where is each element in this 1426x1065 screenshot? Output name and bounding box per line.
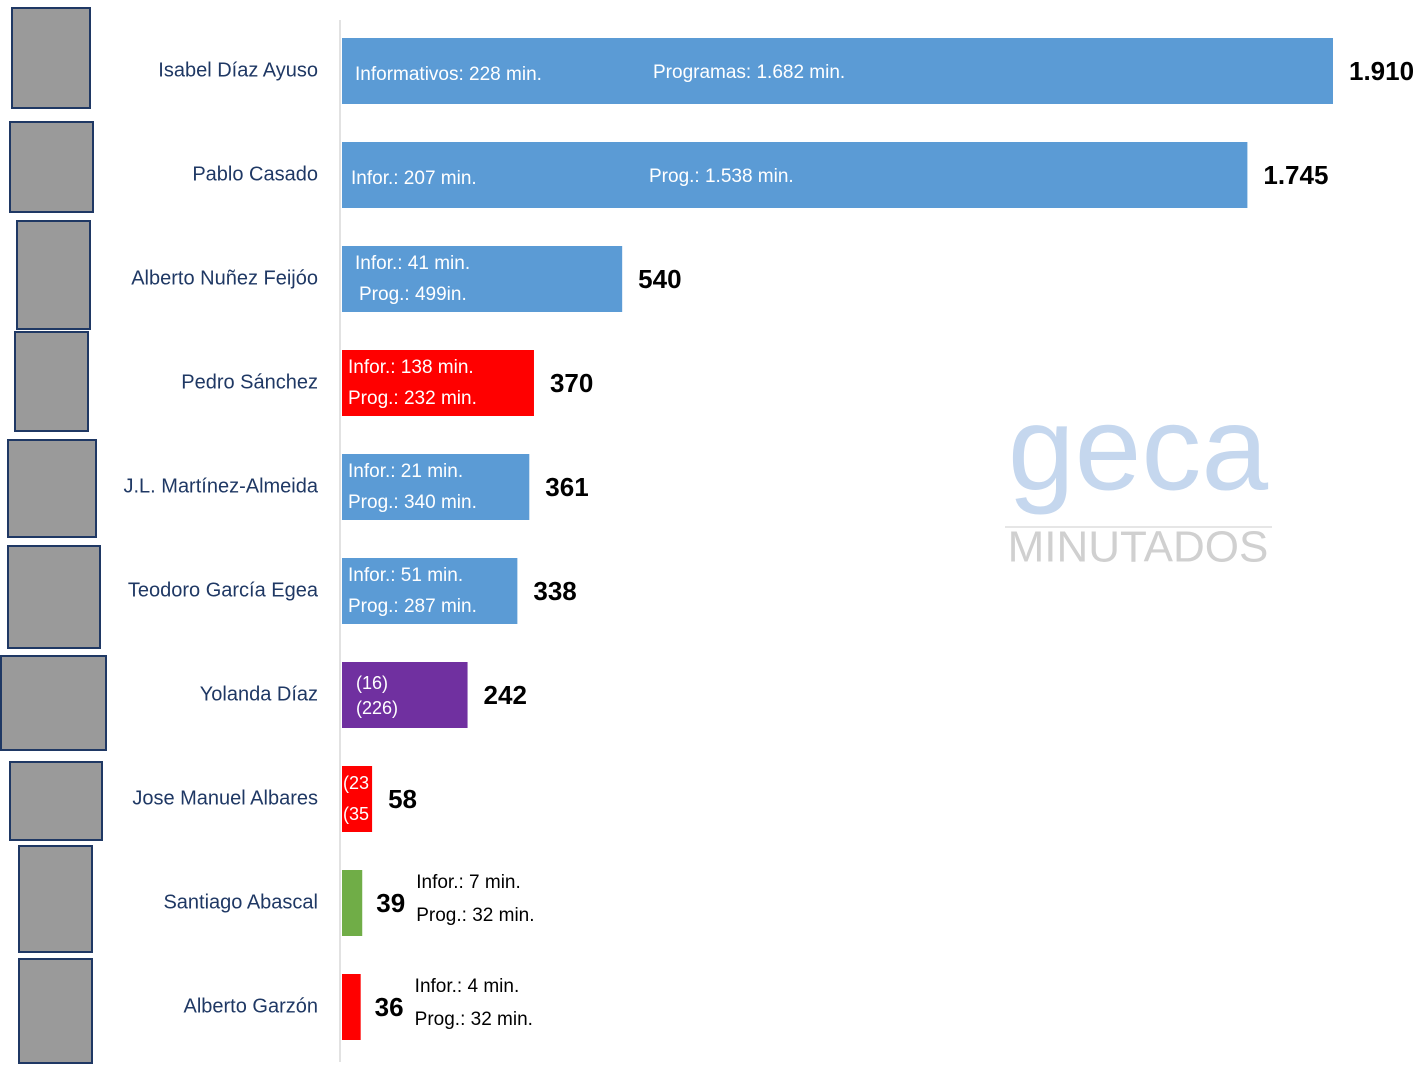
category-label: Alberto Nuñez Feijóo <box>131 267 318 289</box>
category-label: Pablo Casado <box>192 163 318 185</box>
photo <box>8 546 100 648</box>
segment-label: Prog.: 32 min. <box>416 905 534 926</box>
segment-label: (23 <box>343 773 369 793</box>
value-label: 1.745 <box>1263 160 1328 190</box>
segment-label: Infor.: 51 min. <box>348 565 463 586</box>
segment-label: Infor.: 4 min. <box>415 976 520 997</box>
segment-label: Infor.: 138 min. <box>348 357 474 378</box>
segment-label: (226) <box>356 698 398 718</box>
value-label: 370 <box>550 368 593 398</box>
bar <box>342 870 362 936</box>
photo <box>17 221 90 329</box>
value-label: 361 <box>545 472 588 502</box>
photo <box>19 846 92 952</box>
category-label: Pedro Sánchez <box>181 371 318 393</box>
watermark-text: MINUTADOS <box>1008 523 1269 572</box>
segment-label: Prog.: 499in. <box>359 284 467 305</box>
photo <box>10 122 93 212</box>
category-label: Yolanda Díaz <box>200 683 318 705</box>
category-label: Jose Manuel Albares <box>132 787 318 809</box>
bar <box>342 142 1247 208</box>
value-label: 242 <box>484 680 527 710</box>
segment-label: Infor.: 41 min. <box>355 253 470 274</box>
photos <box>1 8 106 1063</box>
category-label: J.L. Martínez-Almeida <box>123 475 318 497</box>
segment-label: Prog.: 232 min. <box>348 388 477 409</box>
photo <box>8 440 96 537</box>
segment-label: Prog.: 340 min. <box>348 492 477 513</box>
value-label: 1.910 <box>1349 56 1414 86</box>
bar <box>342 974 361 1040</box>
chart: geca MINUTADOS Isabel Díaz Ayuso 1.910 Inf… <box>0 0 1426 1065</box>
segment-label: Infor.: 207 min. <box>351 168 477 189</box>
photo <box>15 332 88 431</box>
segment-label: Prog.: 287 min. <box>348 596 477 617</box>
value-label: 58 <box>388 784 417 814</box>
category-label: Teodoro García Egea <box>128 579 319 601</box>
category-label: Isabel Díaz Ayuso <box>158 59 318 81</box>
value-label: 338 <box>533 576 576 606</box>
segment-label: Informativos: 228 min. <box>355 64 542 85</box>
photo <box>12 8 90 108</box>
value-label: 540 <box>638 264 681 294</box>
segment-label: Prog.: 32 min. <box>415 1009 533 1030</box>
photo <box>19 959 92 1063</box>
segment-label: Programas: 1.682 min. <box>653 62 845 83</box>
value-label: 36 <box>375 992 404 1022</box>
segment-label: (35 <box>343 804 369 824</box>
watermark-logo: geca <box>1008 382 1268 516</box>
category-label: Santiago Abascal <box>163 891 318 913</box>
segment-label: Prog.: 1.538 min. <box>649 166 794 187</box>
value-label: 39 <box>376 888 405 918</box>
photo <box>1 656 106 750</box>
photo <box>10 762 102 840</box>
segment-label: (16) <box>356 673 388 693</box>
category-label: Alberto Garzón <box>183 995 318 1017</box>
segment-label: Infor.: 21 min. <box>348 461 463 482</box>
segment-label: Infor.: 7 min. <box>416 872 521 893</box>
